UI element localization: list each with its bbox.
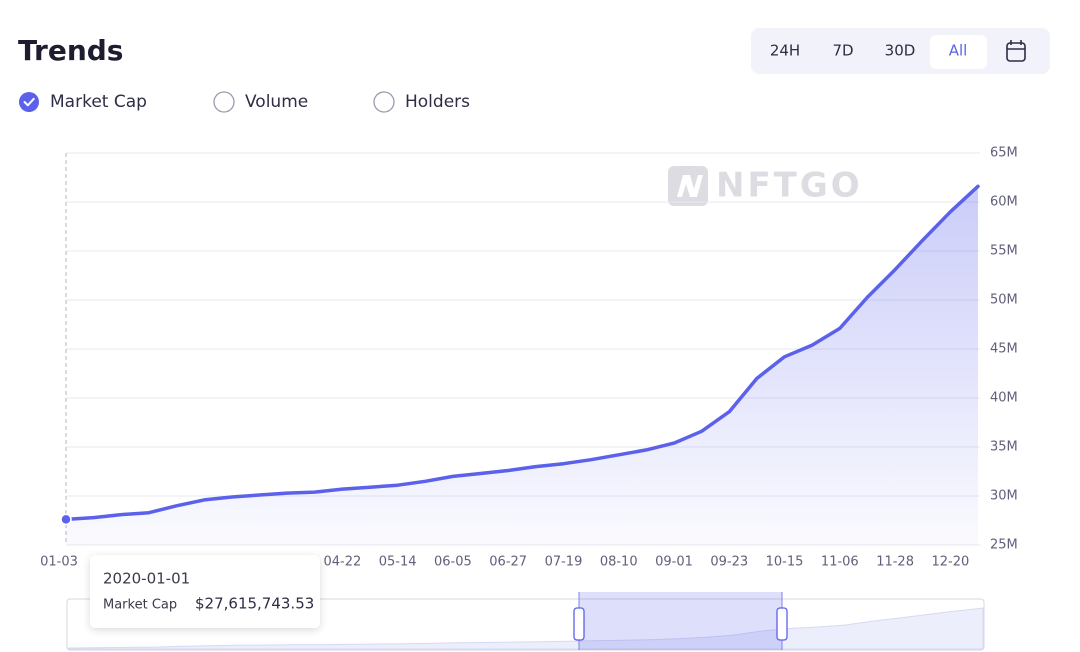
tooltip-series: Market Cap [103, 598, 177, 613]
range-tab[interactable]: All [949, 42, 968, 60]
tooltip: 2020-01-01 Market Cap $27,615,743.53 [90, 555, 320, 628]
y-tick-label: 50M [990, 293, 1018, 308]
range-tab[interactable]: 7D [832, 42, 853, 60]
area-fill [66, 186, 978, 546]
tooltip-value: $27,615,743.53 [195, 595, 314, 613]
navigator-handle[interactable] [573, 607, 585, 641]
x-tick-label: 10-15 [766, 555, 804, 570]
range-tab[interactable]: 30D [885, 42, 916, 60]
x-tick-label: 12-20 [931, 555, 969, 570]
y-tick-label: 60M [990, 195, 1018, 210]
y-tick-label: 65M [990, 146, 1018, 161]
option-label: Holders [405, 92, 470, 112]
y-tick-label: 45M [990, 342, 1018, 357]
y-tick-label: 25M [990, 538, 1018, 553]
tooltip-box [90, 555, 320, 628]
tooltip-date: 2020-01-01 [103, 570, 190, 588]
checkbox[interactable] [213, 91, 235, 113]
checkbox[interactable] [373, 91, 395, 113]
x-tick-label: 09-23 [710, 555, 748, 570]
watermark-logo-mark [677, 175, 703, 197]
calendar-button[interactable] [1006, 40, 1026, 62]
x-tick-label: 09-01 [655, 555, 693, 570]
option-label: Volume [245, 92, 308, 112]
y-tick-label: 55M [990, 244, 1018, 259]
title: Trends [18, 34, 123, 67]
option-label: Market Cap [50, 92, 147, 112]
x-tick-label: 11-28 [876, 555, 914, 570]
y-tick-label: 30M [990, 489, 1018, 504]
y-tick-label: 35M [990, 440, 1018, 455]
x-tick-label: 05-14 [379, 555, 417, 570]
x-tick-label: 08-10 [600, 555, 638, 570]
point-highlight [60, 513, 72, 526]
range-tab[interactable]: 24H [770, 42, 800, 60]
checkbox-checked[interactable] [19, 92, 39, 112]
line [64, 184, 980, 522]
navigator-handle[interactable] [776, 607, 788, 641]
y-tick-label: 40M [990, 391, 1018, 406]
x-tick-label: 01-03 [40, 555, 78, 570]
x-tick-label: 04-22 [323, 555, 361, 570]
navigator-selection[interactable] [579, 592, 782, 650]
check-icon [23, 97, 35, 107]
x-tick-label: 06-05 [434, 555, 472, 570]
navigator-area [67, 607, 984, 650]
x-tick-label: 11-06 [821, 555, 859, 570]
x-tick-label: 06-27 [489, 555, 527, 570]
range-active [930, 35, 987, 69]
watermark: NFTGO [716, 166, 863, 206]
x-tick-label: 07-19 [545, 555, 583, 570]
